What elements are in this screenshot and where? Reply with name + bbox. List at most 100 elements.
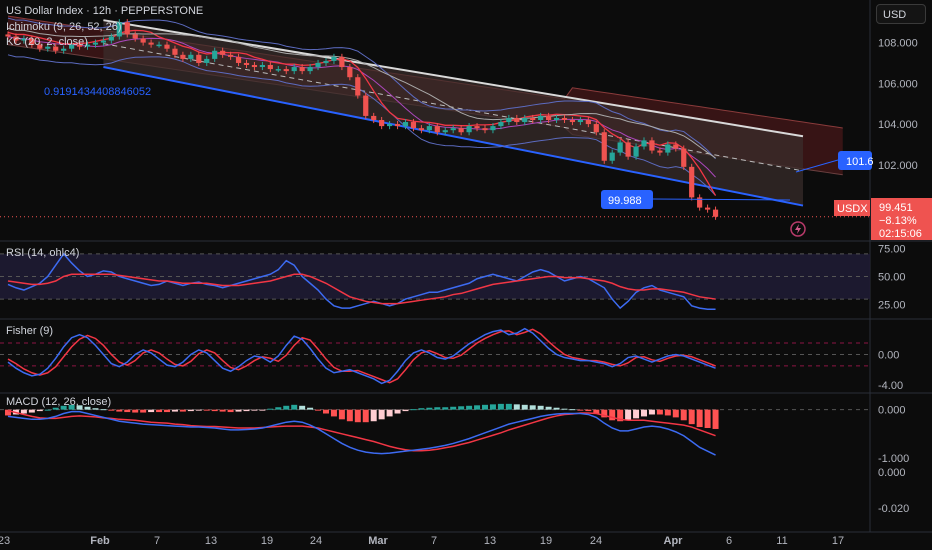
flash-icon xyxy=(790,221,806,237)
macd-histogram-bar xyxy=(696,409,703,428)
macd-title[interactable]: MACD (12, 26, close) xyxy=(6,396,112,408)
macd-histogram-bar xyxy=(28,409,35,413)
macd-histogram-bar xyxy=(458,406,465,410)
macd-line xyxy=(7,410,716,456)
candle-body xyxy=(673,144,679,149)
macd-histogram-bar xyxy=(553,407,560,410)
macd-histogram-bar xyxy=(521,404,528,410)
macd-histogram-bar xyxy=(92,408,99,410)
candle-body xyxy=(299,67,305,72)
macd-histogram-bar xyxy=(378,409,385,420)
time-axis-label: 13 xyxy=(484,535,496,547)
fisher-title[interactable]: Fisher (9) xyxy=(6,325,54,337)
price-badge-change: −8.13% xyxy=(879,215,917,227)
candle-body xyxy=(108,36,114,41)
macd-histogram-bar xyxy=(52,407,59,410)
macd-histogram-bar xyxy=(386,409,393,417)
symbol-header: US Dollar Index · 12h · PEPPERSTONE xyxy=(6,5,204,17)
macd-histogram-bar xyxy=(36,409,43,412)
macd-histogram-bar xyxy=(323,409,329,414)
macd-histogram-bar xyxy=(505,403,512,410)
macd-histogram-bar xyxy=(219,409,226,412)
candle-body xyxy=(172,48,178,55)
time-axis-label: Apr xyxy=(664,535,684,547)
candle-body xyxy=(522,117,528,123)
macd-histogram-bar xyxy=(251,409,258,411)
candle-body xyxy=(164,44,170,49)
candle-body xyxy=(577,120,583,123)
candle-body xyxy=(514,117,520,123)
flash-icon-bolt xyxy=(795,224,801,234)
price-badge xyxy=(871,198,932,240)
fib-value-label: 0.9191434408846052 xyxy=(44,86,151,98)
candle-body xyxy=(331,56,337,61)
candle-body xyxy=(569,120,576,123)
macd-histogram-bar xyxy=(195,409,202,411)
time-axis-label: 19 xyxy=(540,535,552,547)
fisher-trigger-line xyxy=(7,328,716,384)
candle-body xyxy=(291,67,297,72)
macd-histogram-bar xyxy=(148,409,155,413)
candle-body xyxy=(426,126,432,131)
rsi-title[interactable]: RSI (14, ohlc4) xyxy=(6,247,80,259)
macd-histogram-bar xyxy=(299,405,306,410)
candle-body xyxy=(490,126,496,131)
macd-histogram-bar xyxy=(60,405,67,410)
candle-body xyxy=(657,150,663,153)
macd-tick-label: -1.000 xyxy=(878,453,909,465)
candle-body xyxy=(148,42,154,45)
macd-histogram-bar xyxy=(609,409,616,421)
channel-low-tag-text: 99.988 xyxy=(608,195,642,207)
macd-histogram-bar xyxy=(529,405,536,410)
candle-body xyxy=(235,56,242,63)
macd-histogram-bar xyxy=(593,409,600,414)
candle-body xyxy=(156,44,162,47)
candle-body xyxy=(506,117,512,123)
macd-histogram-bar xyxy=(116,409,123,412)
macd-histogram-bar xyxy=(633,409,640,419)
macd-histogram-bar xyxy=(84,406,91,410)
macd-histogram-bar xyxy=(140,409,147,413)
time-axis-label: 17 xyxy=(832,535,844,547)
candle-body xyxy=(633,146,639,157)
candle-body xyxy=(474,126,480,129)
macd-histogram-bar xyxy=(108,409,115,411)
candle-body xyxy=(21,38,27,41)
macd-histogram-bar xyxy=(625,409,632,421)
candle-body xyxy=(482,128,488,131)
macd-histogram-bar xyxy=(5,409,11,416)
macd-histogram-bar xyxy=(537,405,544,410)
macd-histogram-bar xyxy=(235,409,242,412)
candle-body xyxy=(124,22,130,35)
candle-body xyxy=(204,58,210,63)
currency-button[interactable]: USD xyxy=(876,4,926,24)
candle-body xyxy=(538,115,544,120)
time-axis-label: 6 xyxy=(726,535,732,547)
candle-body xyxy=(625,142,631,157)
channel-high-connector xyxy=(795,159,839,173)
candle-body xyxy=(498,122,504,127)
candle-body xyxy=(387,124,393,127)
kc-legend[interactable]: KC (20, 2, close) xyxy=(6,36,88,48)
macd-histogram-bar xyxy=(164,409,170,413)
candle-body xyxy=(394,124,401,127)
macd-histogram-bar xyxy=(20,409,27,414)
macd-tick-label: 0.000 xyxy=(878,405,906,417)
candle-body xyxy=(458,128,464,133)
macd-histogram-bar xyxy=(187,409,194,412)
macd-histogram-bar xyxy=(442,407,449,410)
macd-histogram-bar xyxy=(179,409,186,412)
ichimoku-legend[interactable]: Ichimoku (9, 26, 52, 26) xyxy=(6,21,122,33)
macd-histogram-bar xyxy=(354,409,361,423)
fisher-tick-label: -4.00 xyxy=(878,380,903,392)
channel-low-tag xyxy=(601,190,653,209)
candle-body xyxy=(196,54,202,63)
candle-body xyxy=(251,65,258,68)
fisher-line xyxy=(7,327,716,385)
candle-body xyxy=(689,166,695,198)
candle-body xyxy=(116,22,122,37)
candle-body xyxy=(220,50,226,55)
macd-histogram-bar xyxy=(672,409,679,418)
candle-body xyxy=(37,44,43,49)
